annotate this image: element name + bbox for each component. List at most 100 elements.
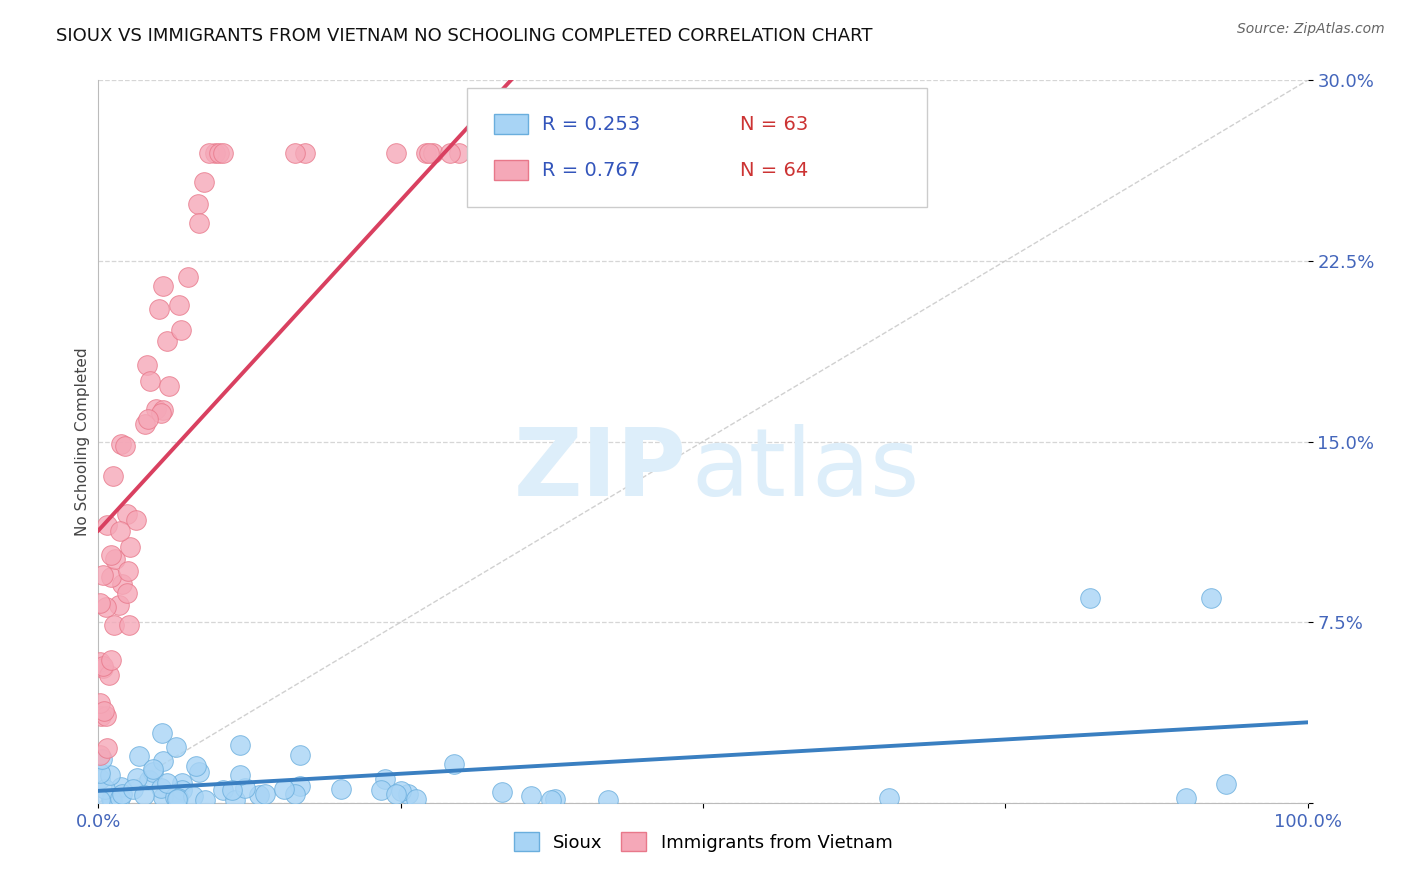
Point [150,406,173,420]
Point [115,585,138,599]
Point [224,793,246,807]
Point [91,661,114,675]
Point [396,788,419,802]
Point [132,788,155,802]
Point [389,784,412,798]
Point [447,145,470,160]
Point [156,334,179,349]
Point [690,145,713,160]
Point [118,617,141,632]
Point [443,757,465,772]
Point [229,768,252,782]
Point [247,789,270,803]
Point [540,793,562,807]
Point [89,793,111,807]
FancyBboxPatch shape [494,114,527,134]
Point [290,780,312,794]
Point [108,790,131,805]
Point [90,752,112,766]
Point [152,790,174,805]
Point [166,791,188,805]
Point [163,790,186,805]
Point [212,145,235,160]
Point [211,782,233,797]
Point [152,726,174,740]
Point [145,401,167,416]
Point [98,667,121,681]
Point [1215,777,1237,791]
Text: atlas: atlas [692,425,920,516]
Point [198,145,221,160]
Point [1078,591,1101,605]
Point [96,741,118,756]
Point [290,748,312,763]
Point [98,767,121,781]
Point [544,791,567,805]
Point [486,145,509,160]
Text: R = 0.767: R = 0.767 [543,161,640,179]
Point [633,145,655,160]
Point [122,782,145,797]
Point [170,776,193,790]
Point [89,766,111,780]
Point [229,738,252,752]
Point [284,788,307,802]
Point [100,792,122,806]
Point [114,439,136,453]
Text: SIOUX VS IMMIGRANTS FROM VIETNAM NO SCHOOLING COMPLETED CORRELATION CHART: SIOUX VS IMMIGRANTS FROM VIETNAM NO SCHO… [56,27,873,45]
Point [96,709,118,723]
FancyBboxPatch shape [494,160,527,180]
Point [170,782,193,797]
Point [165,739,187,754]
Legend: Sioux, Immigrants from Vietnam: Sioux, Immigrants from Vietnam [506,825,900,859]
Point [221,783,243,797]
Point [519,789,541,803]
Point [100,652,122,666]
Point [184,759,207,773]
Point [111,787,134,801]
Point [233,780,256,795]
Point [181,789,204,803]
Point [89,772,111,786]
Point [94,782,117,797]
Point [193,175,215,189]
Point [194,793,217,807]
Point [89,747,111,762]
Point [128,749,150,764]
Text: N = 64: N = 64 [741,161,808,179]
Point [176,269,198,284]
Point [110,437,132,451]
Point [142,764,165,779]
Point [90,708,112,723]
Point [108,524,131,539]
Point [370,783,392,797]
Point [167,298,190,312]
Point [110,780,132,794]
Point [134,417,156,431]
Point [125,771,148,785]
Point [100,548,122,562]
Point [405,792,427,806]
Point [170,323,193,337]
Point [422,145,444,160]
Point [294,145,316,160]
Point [100,570,122,584]
Point [89,696,111,710]
Text: Source: ZipAtlas.com: Source: ZipAtlas.com [1237,22,1385,37]
Point [120,540,142,554]
Point [187,765,209,780]
Text: N = 63: N = 63 [741,114,808,134]
Point [418,145,440,160]
Point [1175,791,1198,805]
Point [101,468,124,483]
Point [152,402,174,417]
Point [187,197,209,211]
Point [156,775,179,789]
Point [96,518,118,533]
Point [491,785,513,799]
Point [149,781,172,796]
Text: R = 0.253: R = 0.253 [543,114,640,134]
Point [166,790,188,805]
Point [125,513,148,527]
Point [491,145,513,160]
